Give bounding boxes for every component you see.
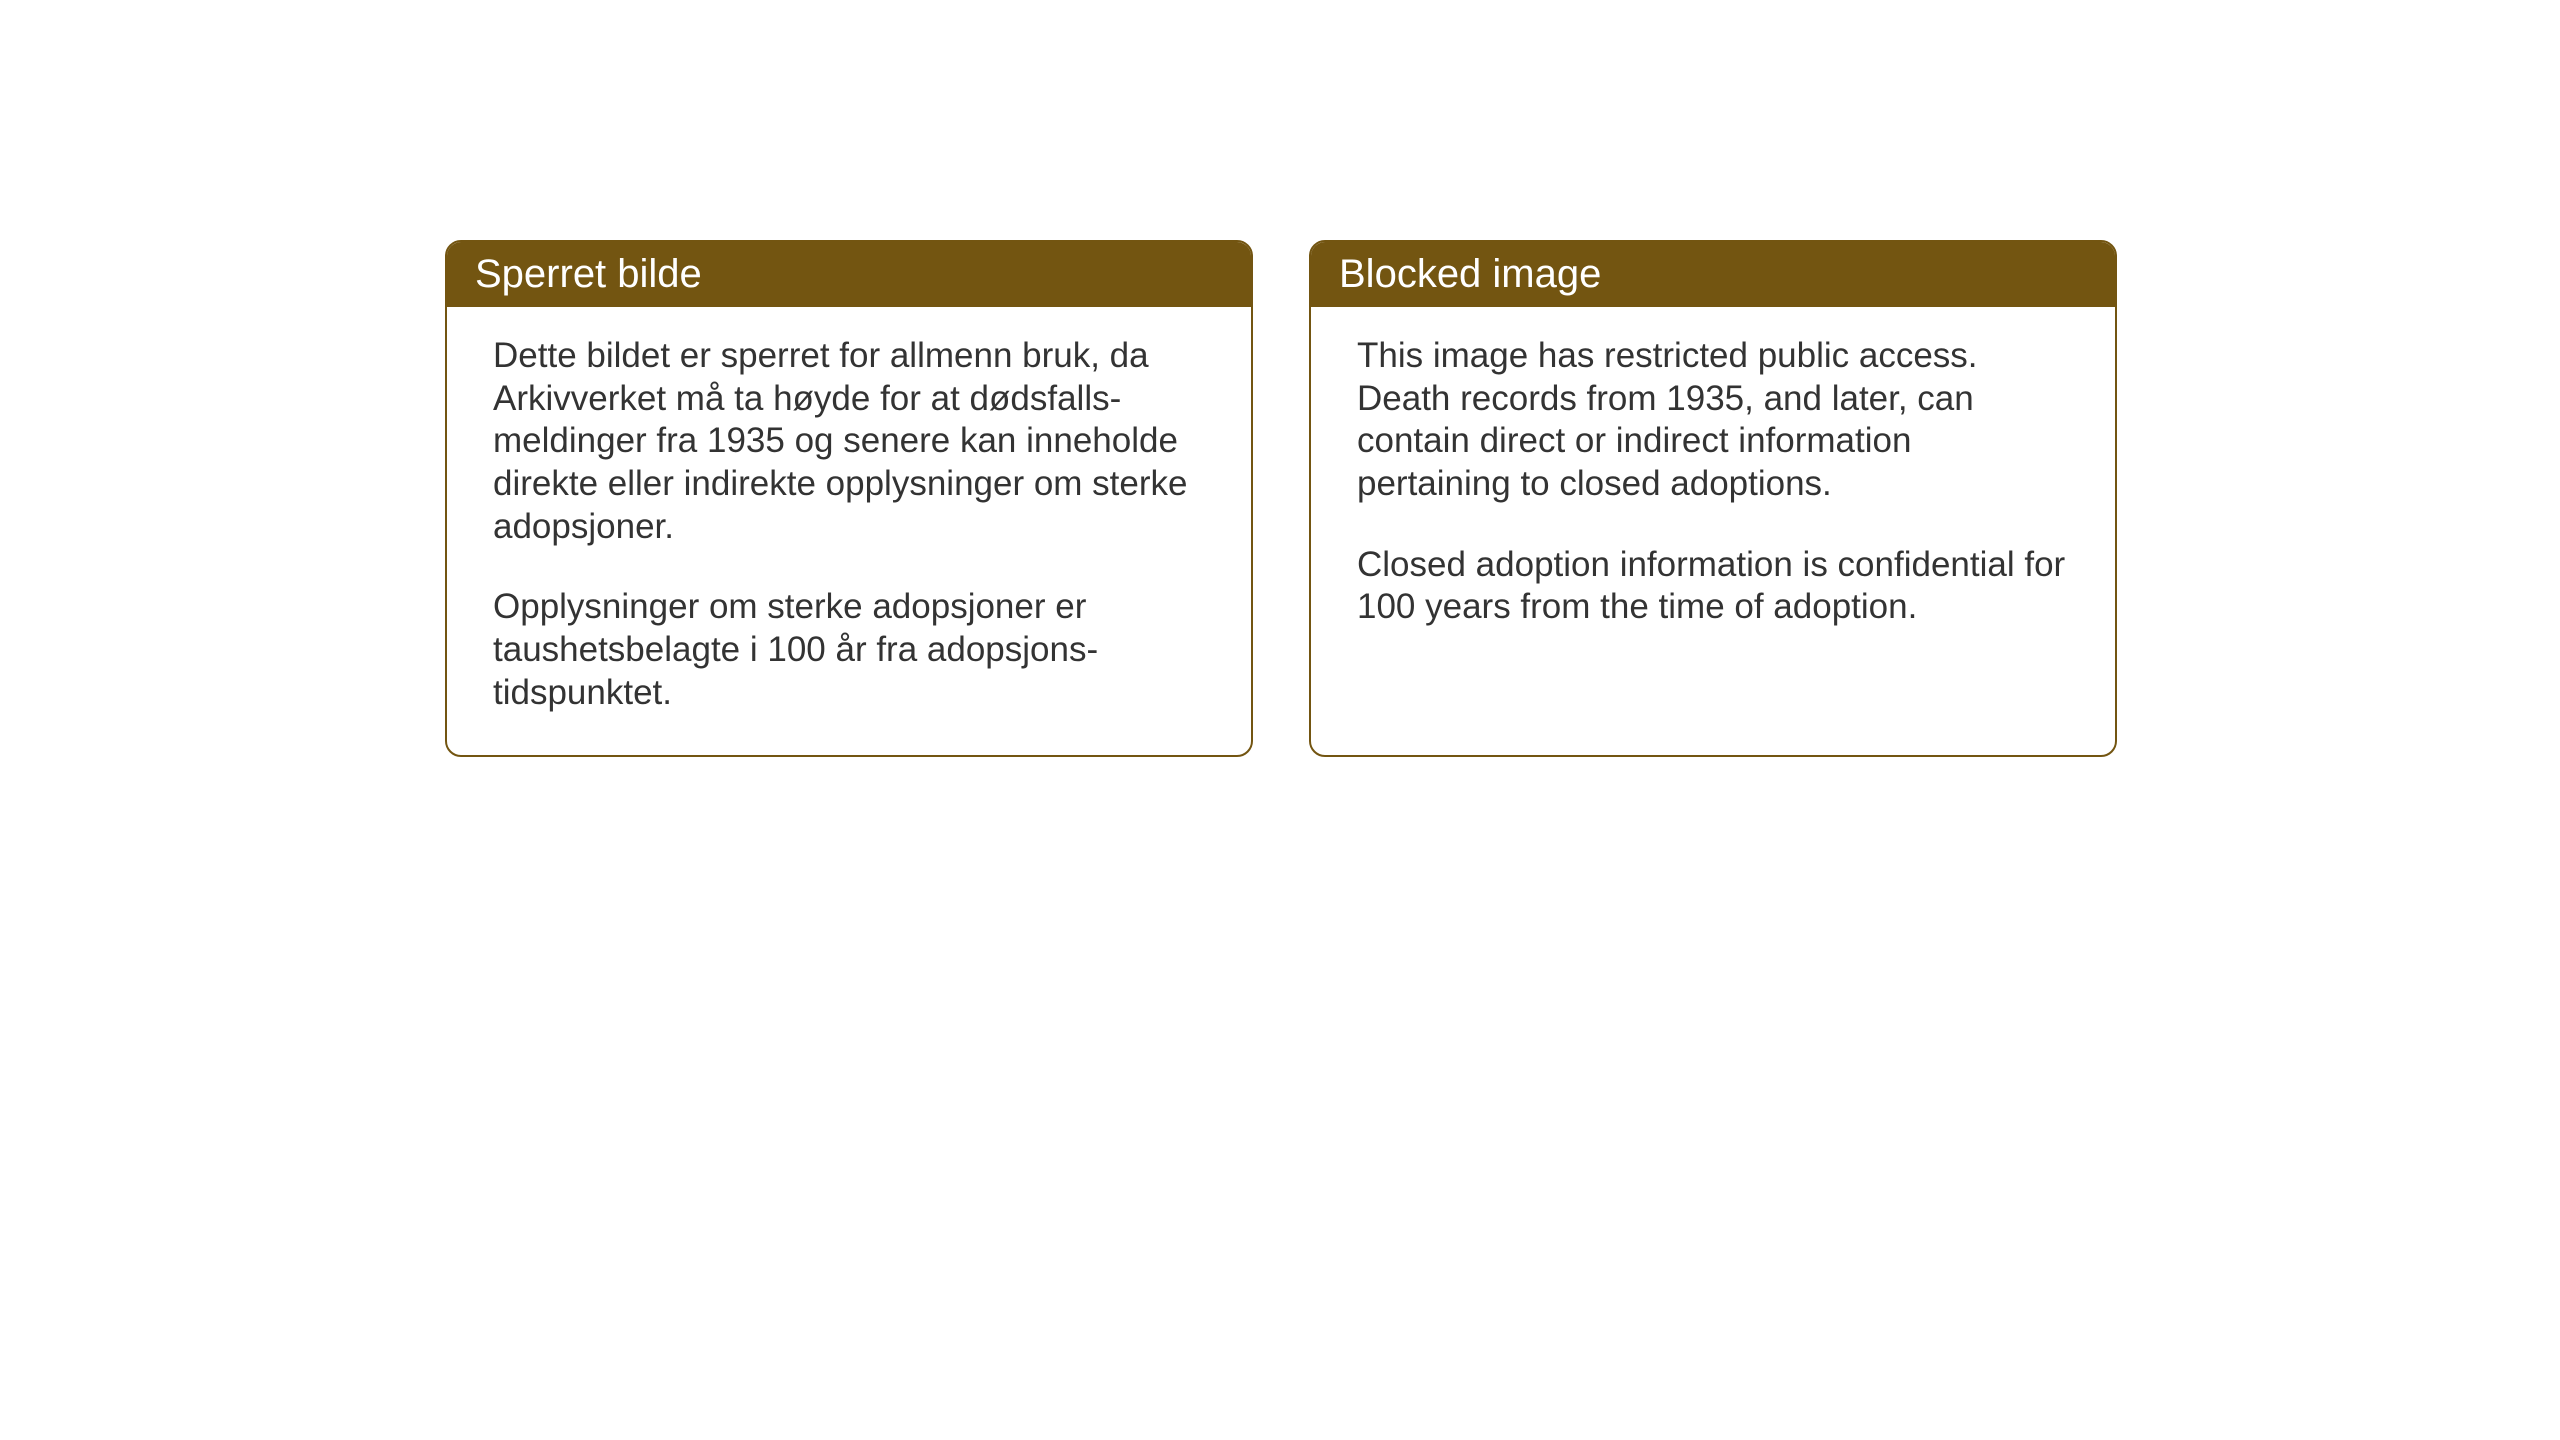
notice-body-english: This image has restricted public access.… — [1311, 307, 2115, 669]
notice-header-english: Blocked image — [1311, 242, 2115, 307]
notice-header-norwegian: Sperret bilde — [447, 242, 1251, 307]
notice-box-norwegian: Sperret bilde Dette bildet er sperret fo… — [445, 240, 1253, 757]
notice-box-english: Blocked image This image has restricted … — [1309, 240, 2117, 757]
notice-body-norwegian: Dette bildet er sperret for allmenn bruk… — [447, 307, 1251, 755]
notice-paragraph-2-english: Closed adoption information is confident… — [1357, 544, 2069, 629]
notice-paragraph-1-norwegian: Dette bildet er sperret for allmenn bruk… — [493, 335, 1205, 548]
notice-container: Sperret bilde Dette bildet er sperret fo… — [445, 240, 2117, 757]
notice-title-english: Blocked image — [1339, 252, 1601, 296]
notice-paragraph-2-norwegian: Opplysninger om sterke adopsjoner er tau… — [493, 586, 1205, 714]
notice-paragraph-1-english: This image has restricted public access.… — [1357, 335, 2069, 506]
notice-title-norwegian: Sperret bilde — [475, 252, 702, 296]
